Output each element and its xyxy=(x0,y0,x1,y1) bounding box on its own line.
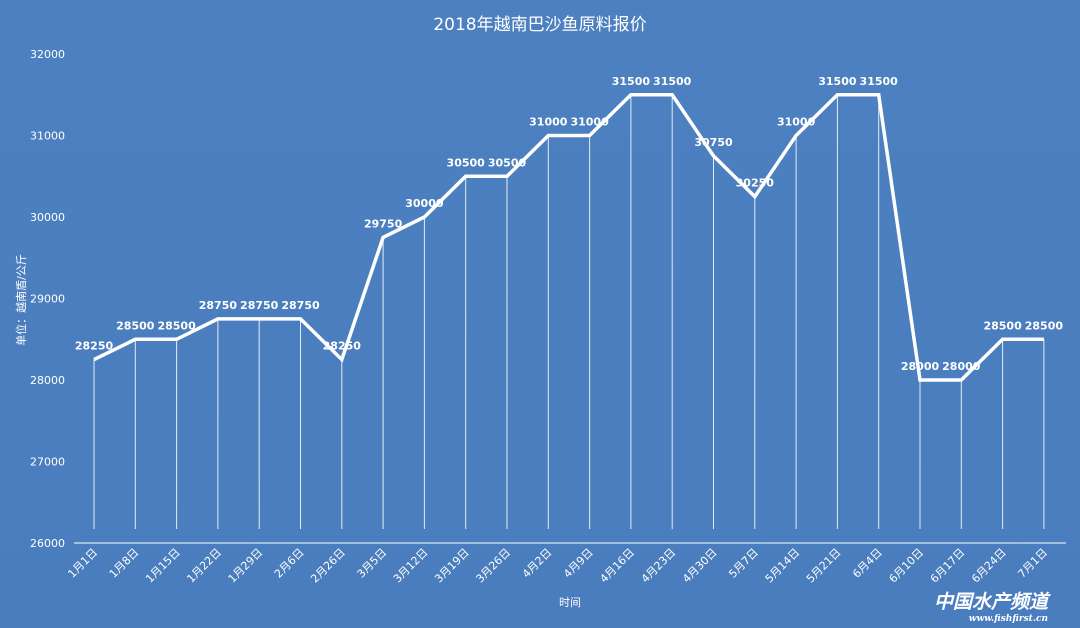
chart-title: 2018年越南巴沙鱼原料报价 xyxy=(433,15,646,35)
x-tick-label: 3月5日 xyxy=(355,546,390,581)
y-axis-ticks: 26000 27000 28000 29000 30000 31000 32000 xyxy=(30,48,65,550)
x-tick-label: 6月10日 xyxy=(887,546,927,586)
data-label: 31500 xyxy=(612,75,651,88)
x-tick-label: 4月16日 xyxy=(597,546,637,586)
x-tick-label: 1月15日 xyxy=(143,546,183,586)
watermark-en: www.fishfirst.cn xyxy=(969,614,1048,624)
x-tick-label: 6月24日 xyxy=(969,546,1009,586)
data-label: 31000 xyxy=(529,116,568,129)
data-label: 28500 xyxy=(116,319,155,332)
data-label: 28250 xyxy=(75,340,114,353)
x-tick-label: 7月1日 xyxy=(1015,546,1050,581)
y-tick-label: 31000 xyxy=(30,130,65,143)
x-tick-label: 2月26日 xyxy=(308,546,348,586)
series-line xyxy=(93,93,1044,382)
x-tick-label: 6月17日 xyxy=(928,546,968,586)
x-tick-label: 5月14日 xyxy=(763,546,803,586)
data-label: 28750 xyxy=(281,299,320,312)
x-tick-label: 4月30日 xyxy=(680,546,720,586)
x-tick-label: 5月7日 xyxy=(726,546,761,581)
data-label: 28500 xyxy=(157,319,196,332)
data-label: 28250 xyxy=(323,340,362,353)
x-axis-label: 时间 xyxy=(559,596,581,609)
data-label: 30250 xyxy=(736,177,775,190)
y-tick-label: 29000 xyxy=(30,293,65,306)
data-label: 28000 xyxy=(901,360,940,373)
data-label: 28500 xyxy=(1025,319,1064,332)
x-tick-label: 5月21日 xyxy=(804,546,844,586)
y-tick-label: 27000 xyxy=(30,456,65,469)
data-label: 30000 xyxy=(405,197,444,210)
x-tick-label: 4月23日 xyxy=(639,546,679,586)
data-label: 28750 xyxy=(199,299,238,312)
x-tick-label: 4月9日 xyxy=(561,546,596,581)
data-label: 28500 xyxy=(983,319,1022,332)
data-label: 31500 xyxy=(860,75,899,88)
x-axis-ticks: 1月1日 1月8日 1月15日 1月22日 1月29日 2月6日 2月26日 3月5日 3月12… xyxy=(65,546,1050,586)
data-label: 30500 xyxy=(488,156,527,169)
x-tick-label: 6月4日 xyxy=(850,546,885,581)
x-tick-label: 1月29日 xyxy=(226,546,266,586)
x-tick-label: 3月19日 xyxy=(432,546,472,586)
y-axis-label: 单位：越南盾/公斤 xyxy=(14,254,28,346)
data-label: 31000 xyxy=(570,116,609,129)
watermark-cn: 中国水产频道 xyxy=(934,591,1051,613)
x-tick-label: 1月1日 xyxy=(65,546,100,581)
y-tick-label: 26000 xyxy=(30,537,65,550)
data-label: 31500 xyxy=(818,75,857,88)
x-tick-label: 3月26日 xyxy=(474,546,514,586)
y-tick-label: 30000 xyxy=(30,211,65,224)
data-label: 28750 xyxy=(240,299,279,312)
data-label: 28000 xyxy=(942,360,981,373)
data-label: 30750 xyxy=(694,136,733,149)
watermark: 中国水产频道 www.fishfirst.cn xyxy=(934,591,1051,624)
x-tick-label: 4月2日 xyxy=(520,546,555,581)
data-label: 29750 xyxy=(364,217,403,230)
x-tick-label: 1月22日 xyxy=(184,546,224,586)
x-tick-label: 3月12日 xyxy=(391,546,431,586)
y-tick-label: 28000 xyxy=(30,374,65,387)
x-tick-label: 2月6日 xyxy=(272,546,307,581)
y-tick-label: 32000 xyxy=(30,48,65,61)
drop-lines xyxy=(93,94,1045,529)
x-tick-label: 1月8日 xyxy=(107,546,142,581)
data-label: 31500 xyxy=(653,75,692,88)
data-label: 30500 xyxy=(447,156,486,169)
data-label: 31000 xyxy=(777,116,816,129)
